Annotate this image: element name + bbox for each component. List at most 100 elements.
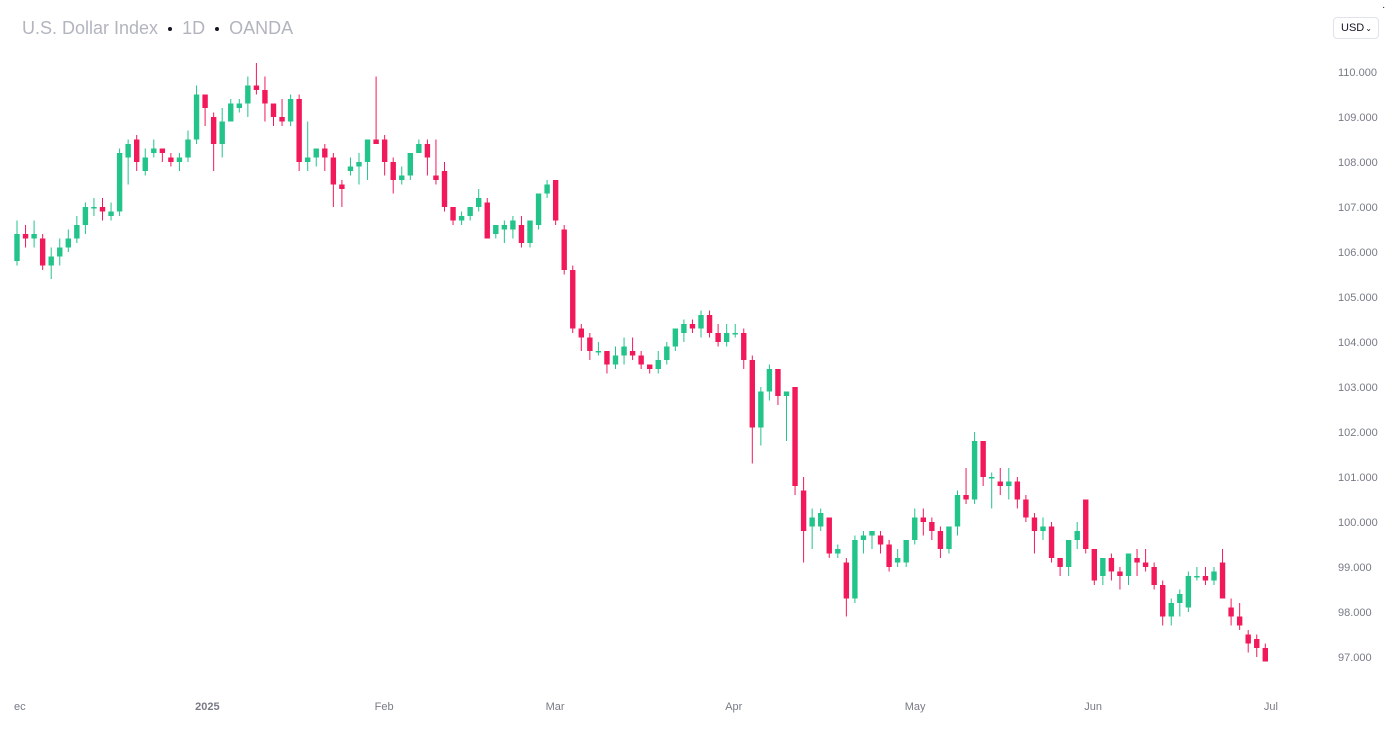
candle[interactable] bbox=[527, 220, 533, 248]
candle[interactable] bbox=[1168, 598, 1174, 626]
candle[interactable] bbox=[843, 558, 850, 617]
candle[interactable] bbox=[1202, 567, 1209, 585]
candle[interactable] bbox=[535, 193, 542, 230]
candle[interactable] bbox=[287, 94, 294, 127]
candle[interactable] bbox=[484, 198, 490, 239]
candle[interactable] bbox=[800, 477, 807, 563]
candle[interactable] bbox=[1160, 580, 1166, 626]
candle[interactable] bbox=[587, 333, 593, 360]
candle[interactable] bbox=[330, 153, 337, 207]
candle[interactable] bbox=[262, 76, 268, 122]
candle[interactable] bbox=[894, 549, 901, 567]
candle[interactable] bbox=[433, 139, 439, 185]
candle[interactable] bbox=[783, 391, 790, 442]
candle[interactable] bbox=[116, 148, 123, 217]
candle[interactable] bbox=[903, 540, 909, 567]
candle[interactable] bbox=[852, 535, 858, 604]
candle[interactable] bbox=[989, 472, 995, 509]
candle[interactable] bbox=[877, 531, 884, 554]
candle[interactable] bbox=[929, 517, 935, 541]
candle[interactable] bbox=[920, 508, 926, 536]
candle[interactable] bbox=[510, 216, 516, 239]
candle[interactable] bbox=[980, 441, 986, 486]
candle[interactable] bbox=[612, 346, 619, 370]
candle[interactable] bbox=[193, 85, 200, 145]
candle[interactable] bbox=[407, 153, 413, 180]
candle[interactable] bbox=[48, 247, 54, 280]
candle[interactable] bbox=[168, 153, 174, 167]
candle[interactable] bbox=[99, 198, 106, 221]
candle[interactable] bbox=[1219, 549, 1226, 599]
candle[interactable] bbox=[1014, 477, 1021, 509]
candle[interactable] bbox=[689, 319, 696, 334]
candle[interactable] bbox=[1125, 553, 1132, 586]
candle[interactable] bbox=[672, 328, 679, 352]
candle[interactable] bbox=[236, 99, 242, 113]
candle[interactable] bbox=[552, 180, 559, 225]
candle[interactable] bbox=[467, 207, 473, 221]
candle[interactable] bbox=[1134, 549, 1140, 576]
candle[interactable] bbox=[1151, 562, 1157, 590]
candle[interactable] bbox=[476, 189, 482, 212]
candle[interactable] bbox=[279, 99, 285, 126]
candle[interactable] bbox=[390, 157, 396, 194]
candle[interactable] bbox=[741, 328, 747, 370]
candle[interactable] bbox=[39, 234, 46, 270]
candle[interactable] bbox=[416, 139, 422, 154]
candle[interactable] bbox=[450, 207, 456, 225]
candle[interactable] bbox=[604, 351, 610, 374]
candle[interactable] bbox=[835, 544, 841, 559]
candle[interactable] bbox=[22, 225, 29, 248]
candle[interactable] bbox=[963, 468, 969, 504]
candle[interactable] bbox=[954, 490, 961, 536]
candle[interactable] bbox=[732, 324, 738, 338]
candle[interactable] bbox=[1040, 517, 1046, 541]
candle[interactable] bbox=[561, 225, 567, 275]
candle[interactable] bbox=[458, 211, 465, 226]
candle[interactable] bbox=[578, 324, 584, 351]
candle[interactable] bbox=[826, 517, 832, 559]
candle[interactable] bbox=[647, 364, 653, 374]
candle[interactable] bbox=[381, 135, 388, 176]
candle[interactable] bbox=[1117, 567, 1123, 590]
candle[interactable] bbox=[638, 351, 644, 369]
candle[interactable] bbox=[493, 225, 499, 239]
candle[interactable] bbox=[399, 166, 405, 185]
candle[interactable] bbox=[544, 180, 550, 198]
candle[interactable] bbox=[1228, 598, 1234, 626]
symbol-name[interactable]: U.S. Dollar Index bbox=[22, 18, 159, 38]
candle[interactable] bbox=[134, 135, 140, 171]
candle[interactable] bbox=[501, 220, 508, 244]
candle[interactable] bbox=[664, 342, 670, 365]
candle[interactable] bbox=[1074, 522, 1080, 549]
candle[interactable] bbox=[65, 229, 71, 253]
candle[interactable] bbox=[1083, 499, 1089, 554]
currency-select[interactable]: USD ⌄ bbox=[1333, 17, 1379, 39]
candle[interactable] bbox=[228, 99, 234, 122]
candle[interactable] bbox=[681, 319, 687, 343]
candle[interactable] bbox=[91, 198, 97, 216]
candle[interactable] bbox=[912, 508, 918, 545]
candle[interactable] bbox=[176, 153, 183, 171]
candle[interactable] bbox=[1048, 522, 1055, 563]
candle[interactable] bbox=[946, 526, 952, 554]
candle[interactable] bbox=[339, 180, 345, 207]
candle[interactable] bbox=[1254, 634, 1260, 658]
candle[interactable] bbox=[971, 432, 978, 504]
candle[interactable] bbox=[723, 324, 730, 347]
candle[interactable] bbox=[860, 531, 867, 554]
candle[interactable] bbox=[706, 310, 713, 338]
candle[interactable] bbox=[270, 103, 277, 127]
candle[interactable] bbox=[82, 202, 89, 235]
candle[interactable] bbox=[424, 139, 431, 176]
candle[interactable] bbox=[364, 139, 371, 181]
candle[interactable] bbox=[1142, 549, 1149, 572]
candle[interactable] bbox=[373, 76, 379, 145]
candle[interactable] bbox=[818, 508, 824, 532]
candle[interactable] bbox=[142, 148, 148, 176]
candle[interactable] bbox=[629, 337, 636, 361]
candle[interactable] bbox=[202, 94, 208, 127]
candle[interactable] bbox=[219, 108, 225, 158]
candle[interactable] bbox=[570, 265, 576, 334]
